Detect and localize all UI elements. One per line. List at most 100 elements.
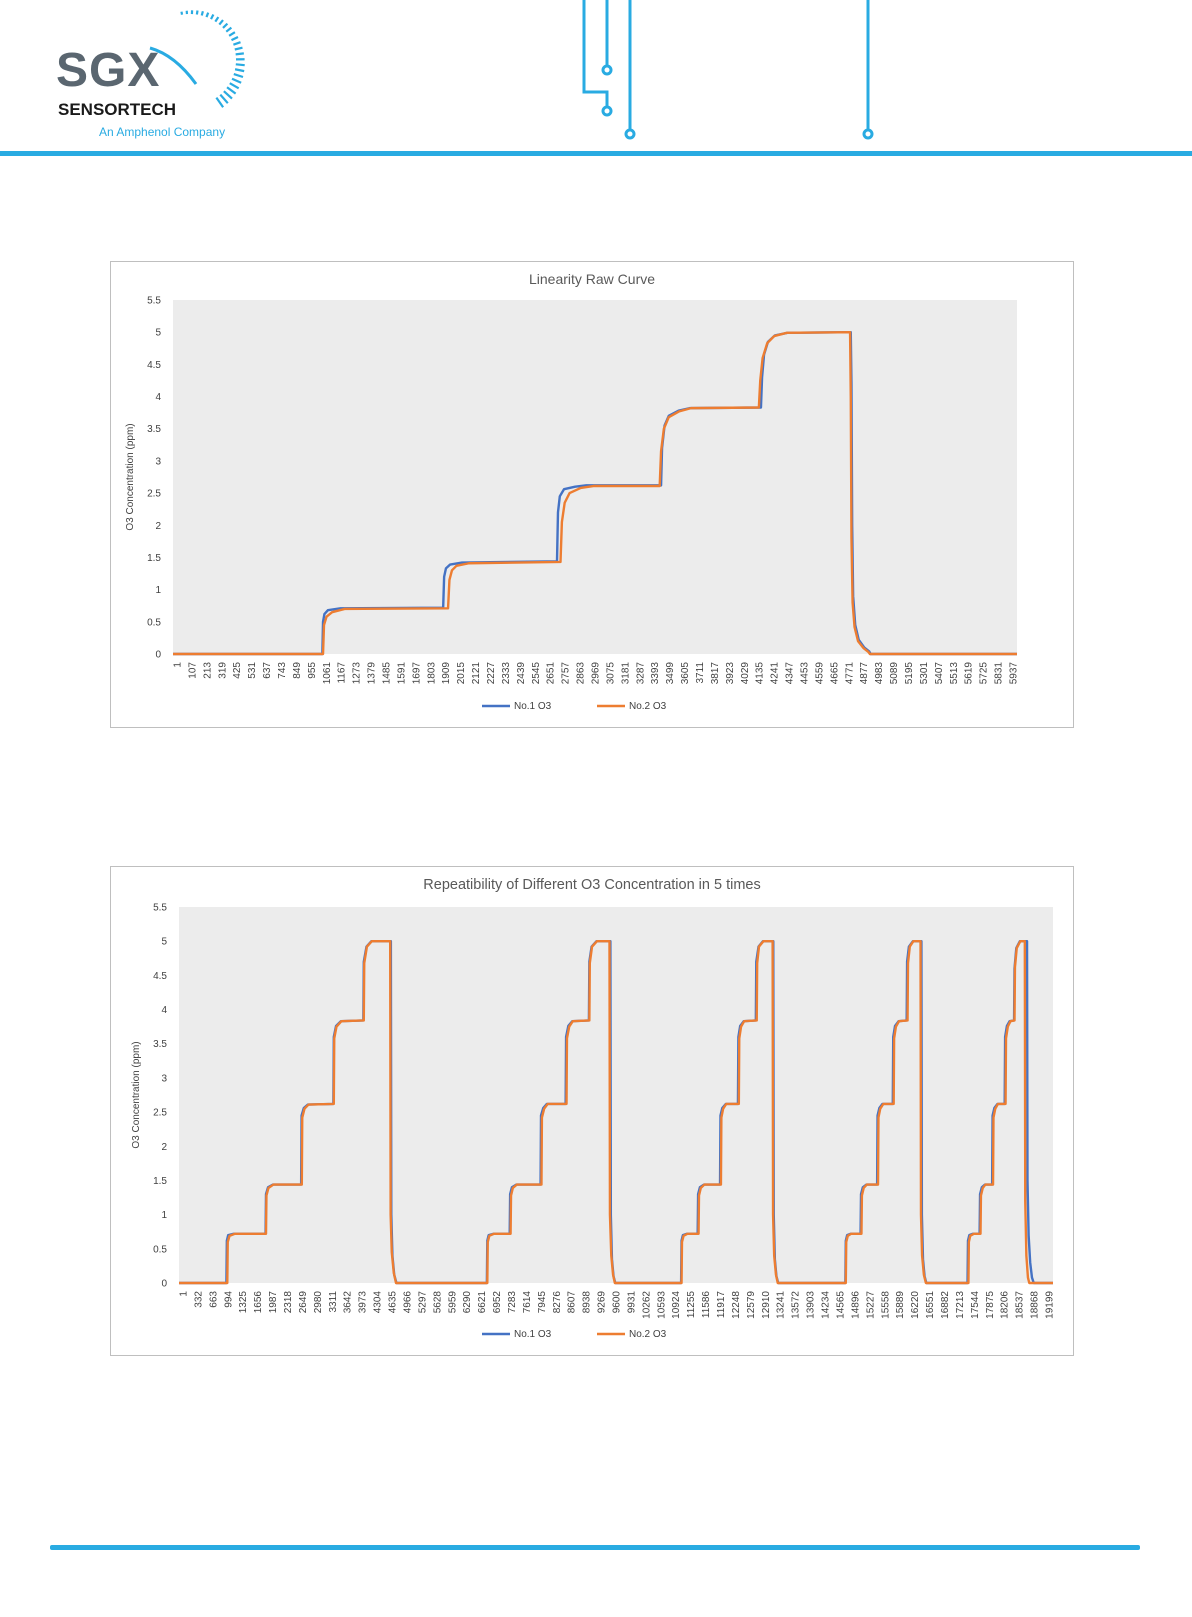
x-tick-label: 1485 bbox=[382, 662, 393, 685]
x-tick-label: 18206 bbox=[1000, 1291, 1011, 1319]
x-tick-label: 3287 bbox=[635, 662, 646, 685]
footer-rule bbox=[50, 1545, 1140, 1550]
x-tick-label: 1 bbox=[173, 662, 184, 668]
circuit-trace-decoration bbox=[582, 0, 874, 140]
x-tick-label: 1167 bbox=[337, 662, 348, 684]
header-decoration: SGX SENSORTECH An Amphenol Company bbox=[0, 0, 1192, 156]
y-axis-label: O3 Concentration (ppm) bbox=[125, 423, 136, 530]
x-tick-label: 3605 bbox=[680, 662, 691, 685]
x-tick-label: 6952 bbox=[492, 1291, 503, 1314]
x-tick-label: 11917 bbox=[716, 1291, 727, 1319]
x-tick-label: 8276 bbox=[552, 1291, 563, 1314]
x-tick-label: 16882 bbox=[940, 1291, 951, 1319]
y-tick-label: 3.5 bbox=[153, 1039, 167, 1050]
brand-tagline: An Amphenol Company bbox=[99, 125, 225, 139]
x-tick-label: 5297 bbox=[417, 1291, 428, 1314]
x-tick-label: 4453 bbox=[800, 662, 811, 685]
x-tick-label: 107 bbox=[187, 662, 198, 679]
x-tick-label: 10924 bbox=[671, 1291, 682, 1319]
x-tick-label: 4771 bbox=[844, 662, 855, 685]
x-tick-label: 1697 bbox=[411, 662, 422, 685]
linearity-chart-svg: Linearity Raw Curve 0 0.5 1 1.5 2 2.5 3 3.5 4 4.5 5… bbox=[125, 271, 1020, 712]
x-tick-label: 1273 bbox=[352, 662, 363, 685]
page-header: SGX SENSORTECH An Amphenol Company bbox=[0, 0, 1192, 160]
y-tick-label: 1.5 bbox=[153, 1176, 167, 1187]
y-tick-label: 4.5 bbox=[153, 971, 167, 982]
y-tick-label: 2 bbox=[161, 1142, 167, 1153]
x-tick-label: 8938 bbox=[582, 1291, 593, 1314]
x-tick-label: 3642 bbox=[343, 1291, 354, 1314]
x-tick-label: 2969 bbox=[591, 662, 602, 685]
x-tick-label: 2651 bbox=[546, 662, 557, 685]
y-tick-label: 3.5 bbox=[147, 424, 161, 435]
y-tick-label: 2.5 bbox=[147, 489, 161, 500]
x-tick-label: 4665 bbox=[829, 662, 840, 685]
y-tick-label: 1.5 bbox=[147, 553, 161, 564]
x-tick-label: 15889 bbox=[895, 1291, 906, 1319]
legend-label: No.2 O3 bbox=[629, 701, 667, 712]
legend: No.1 O3 No.2 O3 bbox=[482, 701, 667, 712]
x-tick-label: 743 bbox=[277, 662, 288, 679]
x-tick-label: 4135 bbox=[755, 662, 766, 685]
y-tick-label: 3 bbox=[155, 456, 161, 467]
x-tick-label: 10593 bbox=[656, 1291, 667, 1319]
series-line-2 bbox=[179, 939, 1053, 1285]
x-tick-label: 1987 bbox=[268, 1291, 279, 1314]
x-tick-label: 2863 bbox=[576, 662, 587, 685]
header-rule bbox=[0, 151, 1192, 156]
x-tick-label: 1 bbox=[179, 1291, 190, 1297]
x-tick-label: 12579 bbox=[746, 1291, 757, 1319]
y-tick-label: 4 bbox=[161, 1005, 167, 1016]
y-tick-label: 4 bbox=[155, 392, 161, 403]
x-tick-label: 3075 bbox=[605, 662, 616, 685]
repeatability-chart-svg: Repeatibility of Different O3 Concentrat… bbox=[131, 877, 1056, 1340]
brand-mark: SGX bbox=[56, 44, 160, 97]
x-tick-label: 11255 bbox=[686, 1291, 697, 1319]
x-tick-label: 13572 bbox=[791, 1291, 802, 1319]
x-tick-label: 9269 bbox=[597, 1291, 608, 1314]
series-line-2 bbox=[173, 330, 1017, 656]
chart-title: Repeatibility of Different O3 Concentrat… bbox=[423, 877, 760, 893]
legend-label: No.2 O3 bbox=[629, 1329, 667, 1340]
y-tick-label: 4.5 bbox=[147, 360, 161, 371]
x-tick-label: 5407 bbox=[934, 662, 945, 685]
x-tick-label: 1656 bbox=[253, 1291, 264, 1314]
x-tick-label: 15558 bbox=[880, 1291, 891, 1319]
x-tick-label: 7945 bbox=[537, 1291, 548, 1314]
x-tick-label: 14234 bbox=[821, 1291, 832, 1319]
x-tick-label: 3711 bbox=[695, 662, 706, 684]
x-tick-label: 12910 bbox=[761, 1291, 772, 1319]
x-tick-label: 2318 bbox=[283, 1291, 294, 1314]
x-tick-label: 8607 bbox=[567, 1291, 578, 1314]
x-tick-label: 4635 bbox=[388, 1291, 399, 1314]
brand-name: SENSORTECH bbox=[58, 100, 176, 119]
legend-label: No.1 O3 bbox=[514, 1329, 552, 1340]
x-tick-label: 5628 bbox=[432, 1291, 443, 1314]
y-tick-label: 5.5 bbox=[153, 903, 167, 914]
x-tick-label: 531 bbox=[247, 662, 258, 679]
x-tick-label: 10262 bbox=[641, 1291, 652, 1319]
x-tick-label: 3311 bbox=[328, 1291, 339, 1313]
x-tick-label: 5301 bbox=[919, 662, 930, 685]
x-tick-label: 14896 bbox=[850, 1291, 861, 1319]
x-tick-label: 4241 bbox=[770, 662, 781, 685]
y-tick-label: 1 bbox=[161, 1210, 167, 1221]
x-tick-label: 9931 bbox=[626, 1291, 637, 1314]
y-tick-label: 0 bbox=[155, 650, 161, 661]
y-tick-label: 5.5 bbox=[147, 296, 161, 307]
x-tick-label: 849 bbox=[292, 662, 303, 679]
x-tick-label: 4029 bbox=[740, 662, 751, 685]
x-tick-label: 425 bbox=[232, 662, 243, 679]
x-tick-label: 3923 bbox=[725, 662, 736, 685]
x-tick-label: 3973 bbox=[358, 1291, 369, 1314]
y-tick-label: 5 bbox=[155, 328, 161, 339]
x-tick-label: 16551 bbox=[925, 1291, 936, 1319]
x-tick-label: 18868 bbox=[1030, 1291, 1041, 1319]
x-tick-label: 17544 bbox=[970, 1291, 981, 1319]
y-tick-label: 3 bbox=[161, 1073, 167, 1084]
x-tick-label: 2015 bbox=[456, 662, 467, 685]
x-tick-label: 16220 bbox=[910, 1291, 921, 1319]
x-tick-label: 19199 bbox=[1045, 1291, 1056, 1319]
x-tick-label: 1325 bbox=[238, 1291, 249, 1314]
x-tick-label: 4347 bbox=[785, 662, 796, 685]
